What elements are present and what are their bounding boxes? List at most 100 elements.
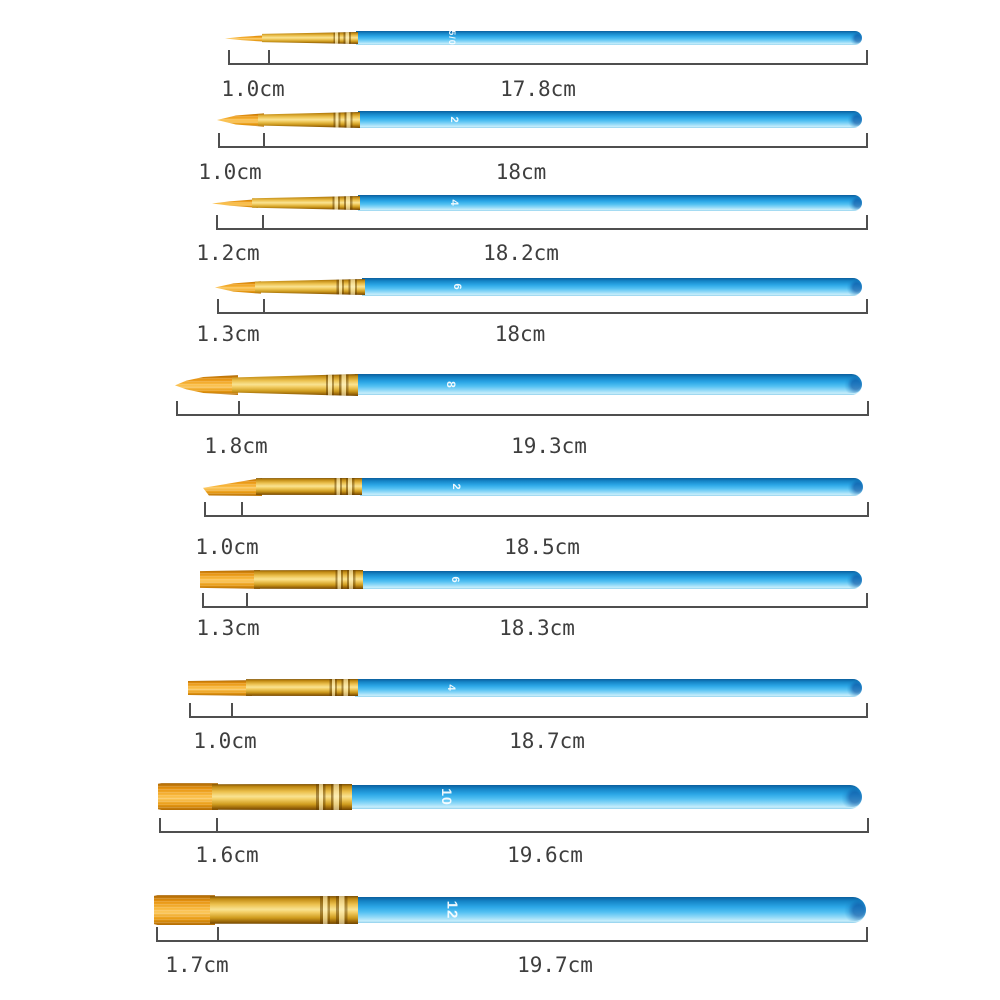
tip-width-label: 1.8cm [204,434,268,458]
brush-handle: 6 [362,278,862,296]
length-label: 18.2cm [483,241,559,265]
dimension-tick [231,703,233,718]
dimension-tick [866,593,868,608]
brush-ferrule [258,112,360,128]
dimension-tick [866,703,868,718]
tip-width-label: 1.2cm [196,241,260,265]
tip-width-label: 1.0cm [195,535,259,559]
dimension-tick [866,215,868,230]
tip-width-label: 1.6cm [195,843,259,867]
brush-size-number: 2 [449,483,462,491]
dimension-tick [866,927,868,942]
brush-size-number: 6 [449,576,462,584]
dimension-tick [866,133,868,148]
brush-handle: 2 [358,111,862,128]
dimension-tick [204,502,206,517]
brush-size-number: 8 [444,380,459,389]
length-label: 19.6cm [507,843,583,867]
brush-ferrule [256,478,362,495]
length-label: 18.7cm [509,729,585,753]
brush-ferrule [252,196,360,210]
brush-ferrule [210,896,358,924]
dimension-line [228,63,866,65]
length-label: 17.8cm [500,77,576,101]
brush-handle: 4 [358,195,862,211]
tip-width-label: 1.3cm [196,616,260,640]
dimension-tick [218,133,220,148]
brush-size-number: 6 [451,283,463,291]
dimension-tick [228,50,230,65]
brush-bristles [212,199,258,208]
length-label: 18.3cm [499,616,575,640]
dimension-line [202,606,866,608]
length-label: 19.7cm [517,953,593,977]
dimension-line [216,228,866,230]
dimension-line [156,940,866,942]
dimension-line [204,515,867,517]
dimension-line [176,414,867,416]
dimension-tick [156,927,158,942]
brush-bristles [200,570,260,589]
brush-bristles [175,375,238,395]
brush-handle: 8 [355,374,862,395]
dimension-tick [241,502,243,517]
brush-bristles [188,680,252,696]
brush-bristles [154,895,215,925]
dimension-tick [867,818,869,833]
tip-width-label: 1.0cm [198,160,262,184]
length-label: 19.3cm [511,434,587,458]
dimension-tick [202,593,204,608]
length-label: 18.5cm [504,535,580,559]
brush-ferrule [212,784,352,810]
brush-handle: 12 [355,897,866,923]
dimension-tick [262,215,264,230]
brush-handle: 6 [360,571,862,589]
brush-size-number: 5/0 [447,30,458,46]
dimension-tick [263,299,265,314]
tip-width-label: 1.3cm [196,322,260,346]
brush-handle: 4 [355,679,862,697]
dimension-line [159,831,867,833]
dimension-tick [238,401,240,416]
brush-size-number: 4 [445,684,458,692]
dimension-tick [866,299,868,314]
brush-bristles [158,783,218,810]
brush-ferrule [254,570,363,589]
tip-width-label: 1.0cm [193,729,257,753]
tip-width-label: 1.7cm [165,953,229,977]
brush-size-number: 10 [439,788,456,806]
dimension-tick [216,215,218,230]
dimension-tick [216,818,218,833]
brush-ferrule [246,679,358,696]
dimension-tick [867,401,869,416]
brush-ferrule [232,374,358,396]
brush-handle: 5/0 [356,30,862,46]
dimension-tick [176,401,178,416]
brush-ferrule [262,32,358,44]
brush-size-number: 4 [447,199,460,207]
dimension-tick [217,927,219,942]
dimension-tick [263,133,265,148]
dimension-line [189,716,866,718]
dimension-line [218,146,866,148]
dimension-tick [866,50,868,65]
dimension-tick [159,818,161,833]
brush-ferrule [255,279,365,295]
length-label: 18cm [495,160,547,184]
dimension-tick [217,299,219,314]
dimension-tick [189,703,191,718]
length-label: 18cm [494,322,546,346]
brush-handle: 10 [350,785,862,809]
dimension-tick [867,502,869,517]
